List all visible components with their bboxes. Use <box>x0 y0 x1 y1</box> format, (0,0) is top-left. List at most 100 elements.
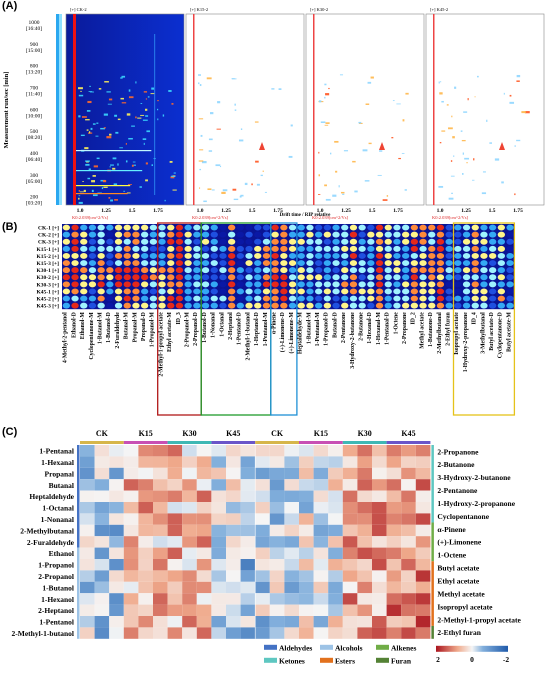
legend-label: Alcohols <box>335 643 363 652</box>
heatmap-cell <box>299 502 314 514</box>
heatmap-cell <box>182 490 197 502</box>
signal-spot <box>264 191 267 193</box>
heatmap-cell <box>299 559 314 571</box>
left-row-label: 1-Hexanal <box>41 458 74 467</box>
heatmap-cell <box>269 604 285 616</box>
signal-peak <box>379 142 385 150</box>
heatmap-cell <box>415 524 431 537</box>
heatmap-cell <box>299 490 314 502</box>
fingerprint-cell <box>375 238 384 245</box>
heatmap-cell <box>284 456 299 468</box>
heatmap-cell <box>372 581 387 594</box>
heatmap-cell <box>372 502 387 514</box>
fingerprint-cell <box>175 274 184 281</box>
heatmap-cell <box>182 616 197 628</box>
heatmap-cell <box>196 513 212 525</box>
fingerprint-cell <box>454 260 462 267</box>
heatmap-cell <box>211 581 226 594</box>
fingerprint-cell <box>245 281 253 288</box>
compound-column-label: 1-Hexanal-M <box>376 312 382 345</box>
fingerprint-cell <box>323 267 332 274</box>
fingerprint-cell <box>227 252 236 259</box>
legend-label: Ketones <box>279 656 305 665</box>
rip-strip-light <box>59 14 62 205</box>
k0-label-4: K0:2.039[cm^2/Vs] <box>432 215 468 220</box>
fingerprint-cell <box>428 231 436 238</box>
fingerprint-cell <box>280 267 288 274</box>
signal-spot <box>278 88 282 90</box>
heatmap-cell <box>328 559 343 571</box>
fingerprint-cell <box>175 260 184 267</box>
fingerprint-cell <box>341 260 349 267</box>
heatmap-cell <box>182 536 197 548</box>
signal-spot <box>473 158 475 161</box>
fingerprint-cell <box>106 224 114 231</box>
heatmap-cell <box>284 467 299 480</box>
fingerprint-cell <box>227 224 236 231</box>
fingerprint-cell <box>428 267 436 274</box>
heatmap-cell <box>313 524 329 537</box>
signal-spot <box>210 112 214 115</box>
fingerprint-cell <box>436 274 445 281</box>
fingerprint-cell <box>62 231 71 238</box>
heatmap-cell <box>299 456 314 468</box>
fingerprint-cell <box>488 224 497 231</box>
x-tick-label: 1.0 <box>77 208 84 214</box>
heatmap-cell <box>123 445 139 457</box>
group-label: K45 <box>401 429 415 438</box>
right-category-strip <box>431 561 434 626</box>
fingerprint-cell <box>88 260 97 267</box>
signal-spot <box>439 92 443 95</box>
fingerprint-cell <box>80 288 88 295</box>
x-tick-label: 1.0 <box>317 208 324 214</box>
heatmap-cell <box>240 513 256 525</box>
heatmap-cell <box>255 479 270 491</box>
fingerprint-cell <box>280 260 288 267</box>
y-tick-time: [08:20] <box>26 135 42 141</box>
left-row-label: 1-Butanol <box>42 583 74 592</box>
fingerprint-cell <box>123 238 131 245</box>
fingerprint-cell <box>480 224 488 231</box>
fingerprint-cell <box>349 252 358 259</box>
heatmap-cell <box>94 616 110 628</box>
fingerprint-cell <box>488 245 497 252</box>
fingerprint-cell <box>401 302 410 309</box>
fingerprint-cell <box>445 260 453 267</box>
heatmap-cell <box>153 536 168 548</box>
fingerprint-cell <box>454 281 462 288</box>
signal-spot <box>199 187 201 189</box>
fingerprint-cell <box>288 245 297 252</box>
fingerprint-cell <box>219 231 227 238</box>
fingerprint-cell <box>193 274 201 281</box>
fingerprint-cell <box>254 224 262 231</box>
heatmap-cell <box>240 547 256 559</box>
heatmap-cell <box>211 445 226 457</box>
signal-spot <box>91 180 96 183</box>
fingerprint-cell <box>219 281 227 288</box>
right-row-label: Ethyl acetate <box>437 577 480 586</box>
fingerprint-cell <box>462 295 471 302</box>
fingerprint-cell <box>254 274 262 281</box>
fingerprint-cell <box>193 231 201 238</box>
fingerprint-cell <box>71 224 79 231</box>
fingerprint-cell <box>462 224 471 231</box>
signal-spot <box>290 124 293 127</box>
fingerprint-cell <box>88 288 97 295</box>
compound-column-label: α-Pinene <box>271 312 277 334</box>
heatmap-cell <box>123 524 139 537</box>
signal-spot <box>81 116 87 118</box>
fingerprint-cell <box>201 224 210 231</box>
fingerprint-cell <box>123 295 131 302</box>
heatmap-cell <box>211 524 226 537</box>
k0-label-1: K0:2.039[cm^2/Vs] <box>72 215 108 220</box>
fingerprint-cell <box>393 245 401 252</box>
heatmap-cell <box>138 604 153 616</box>
fingerprint-cell <box>184 281 192 288</box>
signal-spot <box>110 199 113 202</box>
compound-column-label: 1-Propanol-D <box>324 312 330 346</box>
subplot-title-2: [+] K15-2 <box>190 7 208 12</box>
fingerprint-cell <box>80 302 88 309</box>
fingerprint-cell <box>167 245 175 252</box>
heatmap-cell <box>167 593 183 605</box>
fingerprint-cell <box>158 267 166 274</box>
